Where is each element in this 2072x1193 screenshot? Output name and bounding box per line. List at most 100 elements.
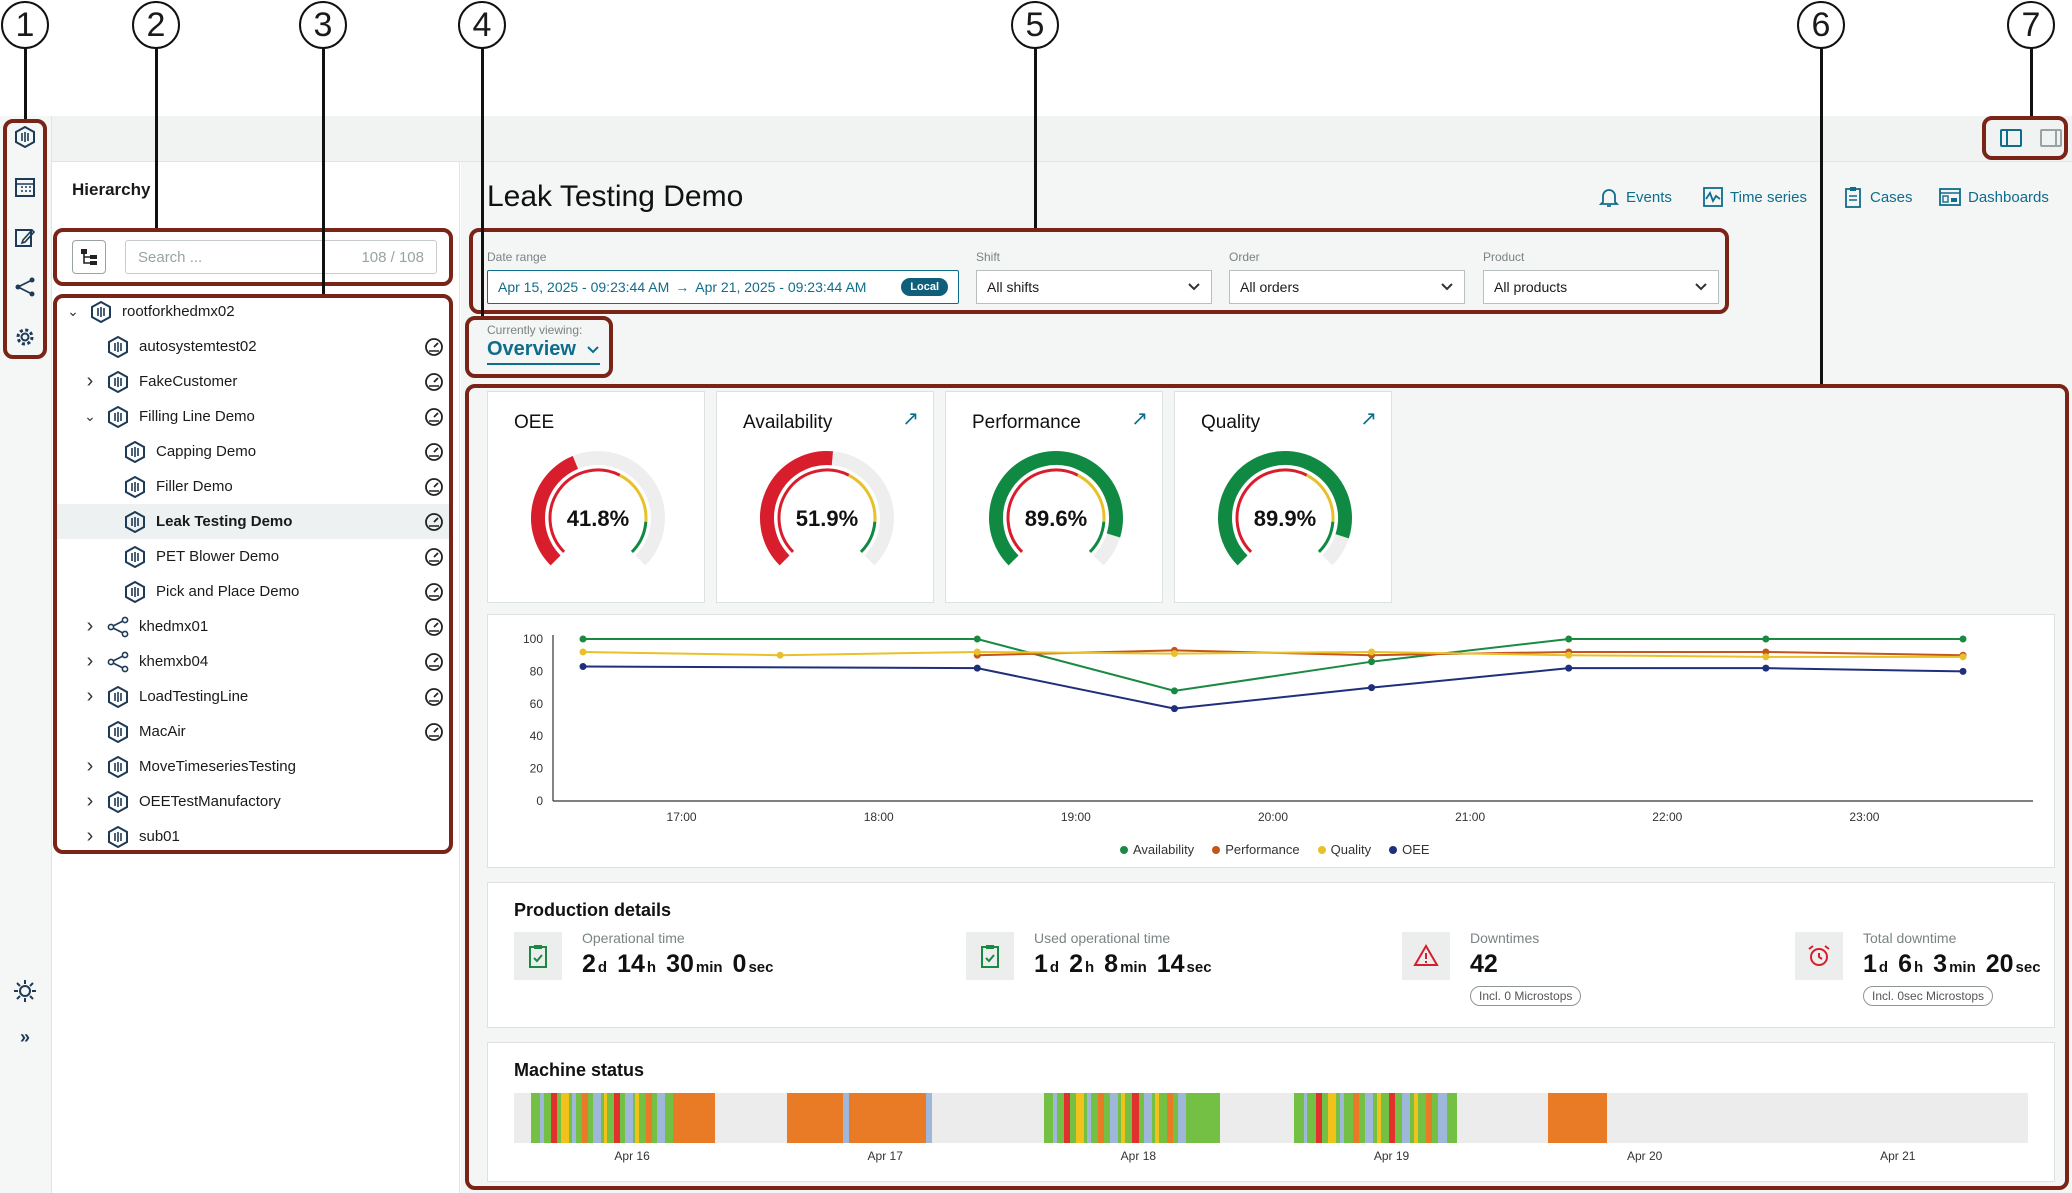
legend-item-quality[interactable]: Quality — [1317, 842, 1371, 857]
gauge-icon[interactable] — [424, 442, 444, 462]
status-segment-error[interactable] — [1315, 1093, 1322, 1143]
status-segment-idle[interactable] — [571, 1093, 576, 1143]
status-segment-idle[interactable] — [1438, 1093, 1447, 1143]
status-segment-idle[interactable] — [1401, 1093, 1410, 1143]
edit-icon[interactable] — [12, 224, 38, 250]
status-segment-warn[interactable] — [1075, 1093, 1084, 1143]
tree-item[interactable]: › khedmx01 — [56, 609, 452, 644]
status-segment-warn[interactable] — [635, 1093, 640, 1143]
events-link[interactable]: Events — [1598, 186, 1672, 208]
status-segment-idle[interactable] — [1052, 1093, 1057, 1143]
gauge-icon[interactable] — [424, 372, 444, 392]
tree-item[interactable]: › MoveTimeseriesTesting — [56, 749, 452, 784]
status-segment-idle[interactable] — [925, 1093, 932, 1143]
status-segment-idle[interactable] — [1109, 1093, 1119, 1143]
status-segment-error[interactable] — [1132, 1093, 1139, 1143]
chevron-right-icon[interactable]: › — [86, 370, 94, 392]
status-segment-stopped[interactable] — [1166, 1093, 1173, 1143]
gauge-icon[interactable] — [424, 547, 444, 567]
gauge-icon[interactable] — [424, 337, 444, 357]
tree-item[interactable]: › FakeCustomer — [56, 364, 452, 399]
gauge-icon[interactable] — [424, 617, 444, 637]
gauge-icon[interactable] — [424, 512, 444, 532]
tree-item[interactable]: › khemxb04 — [56, 644, 452, 679]
open-detail-arrow-icon[interactable]: ↗ — [1131, 408, 1148, 430]
status-segment-idle[interactable] — [656, 1093, 665, 1143]
status-segment-stopped[interactable] — [786, 1093, 932, 1143]
calendar-icon[interactable] — [12, 174, 38, 200]
status-segment-stopped[interactable] — [582, 1093, 589, 1143]
status-segment-error[interactable] — [1389, 1093, 1396, 1143]
legend-item-availability[interactable]: Availability — [1120, 842, 1194, 857]
status-segment-idle[interactable] — [842, 1093, 849, 1143]
status-segment-idle[interactable] — [592, 1093, 602, 1143]
kpi-card-availability[interactable]: Availability ↗ 51.9% — [716, 391, 934, 603]
expand-rail-button[interactable]: » — [19, 1026, 30, 1047]
status-segment-running[interactable] — [1195, 1093, 1220, 1143]
open-detail-arrow-icon[interactable]: ↗ — [1360, 408, 1377, 430]
gauge-icon[interactable] — [424, 687, 444, 707]
status-segment-warn[interactable] — [603, 1093, 608, 1143]
tree-item[interactable]: Leak Testing Demo — [56, 504, 452, 539]
date-range-picker[interactable]: Apr 15, 2025 - 09:23:44 AM → Apr 21, 202… — [487, 270, 959, 304]
order-select[interactable]: All orders — [1229, 270, 1465, 304]
status-segment-stopped[interactable] — [1548, 1093, 1608, 1143]
machine-status-timeline[interactable] — [514, 1093, 2028, 1143]
tree-item[interactable]: Pick and Place Demo — [56, 574, 452, 609]
status-segment-warn[interactable] — [1328, 1093, 1337, 1143]
status-segment-idle[interactable] — [1143, 1093, 1153, 1143]
chevron-right-icon[interactable]: › — [86, 825, 94, 847]
status-segment-warn[interactable] — [1121, 1093, 1125, 1143]
status-segment-error[interactable] — [1064, 1093, 1071, 1143]
tree-item[interactable]: ⌄ rootforkhedmx02 — [56, 294, 452, 329]
tree-item[interactable]: autosystemtest02 — [56, 329, 452, 364]
chevron-right-icon[interactable]: › — [86, 615, 94, 637]
gauge-icon[interactable] — [424, 407, 444, 427]
gauge-icon[interactable] — [424, 722, 444, 742]
kpi-card-oee[interactable]: OEE 41.8% — [487, 391, 705, 603]
chevron-right-icon[interactable]: › — [86, 650, 94, 672]
dashboards-link[interactable]: Dashboards — [1938, 186, 2049, 208]
tree-item[interactable]: › LoadTestingLine — [56, 679, 452, 714]
tree-item[interactable]: Filler Demo — [56, 469, 452, 504]
hierarchy-search-input[interactable]: Search ... 108 / 108 — [125, 240, 437, 274]
status-segment-idle[interactable] — [1177, 1093, 1187, 1143]
chevron-right-icon[interactable]: › — [86, 790, 94, 812]
status-segment-error[interactable] — [550, 1093, 557, 1143]
open-detail-arrow-icon[interactable]: ↗ — [902, 408, 919, 430]
status-segment-error[interactable] — [614, 1093, 621, 1143]
layout-split-toggle-icon[interactable] — [2000, 129, 2022, 147]
status-segment-idle[interactable] — [1340, 1093, 1345, 1143]
settings-icon[interactable] — [12, 324, 38, 350]
tree-view-button[interactable] — [72, 240, 106, 274]
status-segment-stopped[interactable] — [1352, 1093, 1359, 1143]
chevron-down-icon[interactable]: ⌄ — [84, 408, 96, 424]
gauge-icon[interactable] — [424, 477, 444, 497]
share-icon[interactable] — [12, 274, 38, 300]
view-select[interactable]: Overview — [487, 338, 600, 365]
status-segment-warn[interactable] — [1155, 1093, 1159, 1143]
status-segment-stopped[interactable] — [646, 1093, 653, 1143]
sun-icon[interactable] — [12, 978, 38, 1004]
status-segment-idle[interactable] — [1303, 1093, 1308, 1143]
tree-item[interactable]: Capping Demo — [56, 434, 452, 469]
chevron-right-icon[interactable]: › — [86, 685, 94, 707]
tree-item[interactable]: › sub01 — [56, 819, 452, 854]
kpi-card-performance[interactable]: Performance ↗ 89.6% — [945, 391, 1163, 603]
kpi-card-quality[interactable]: Quality ↗ 89.9% — [1174, 391, 1392, 603]
status-segment-warn[interactable] — [561, 1093, 570, 1143]
status-segment-warn[interactable] — [1377, 1093, 1381, 1143]
time-series-link[interactable]: Time series — [1702, 186, 1807, 208]
legend-item-performance[interactable]: Performance — [1212, 842, 1300, 857]
tree-item[interactable]: MacAir — [56, 714, 452, 749]
cases-link[interactable]: Cases — [1842, 186, 1913, 208]
tree-item[interactable]: PET Blower Demo — [56, 539, 452, 574]
status-segment-idle[interactable] — [539, 1093, 544, 1143]
legend-item-oee[interactable]: OEE — [1389, 842, 1430, 857]
asset-icon[interactable] — [12, 124, 38, 150]
tree-item[interactable]: › OEETestManufactory — [56, 784, 452, 819]
status-segment-stopped[interactable] — [1426, 1093, 1433, 1143]
layout-full-toggle-icon[interactable] — [2040, 129, 2062, 147]
status-segment-stopped[interactable] — [1098, 1093, 1105, 1143]
chevron-right-icon[interactable]: › — [86, 755, 94, 777]
